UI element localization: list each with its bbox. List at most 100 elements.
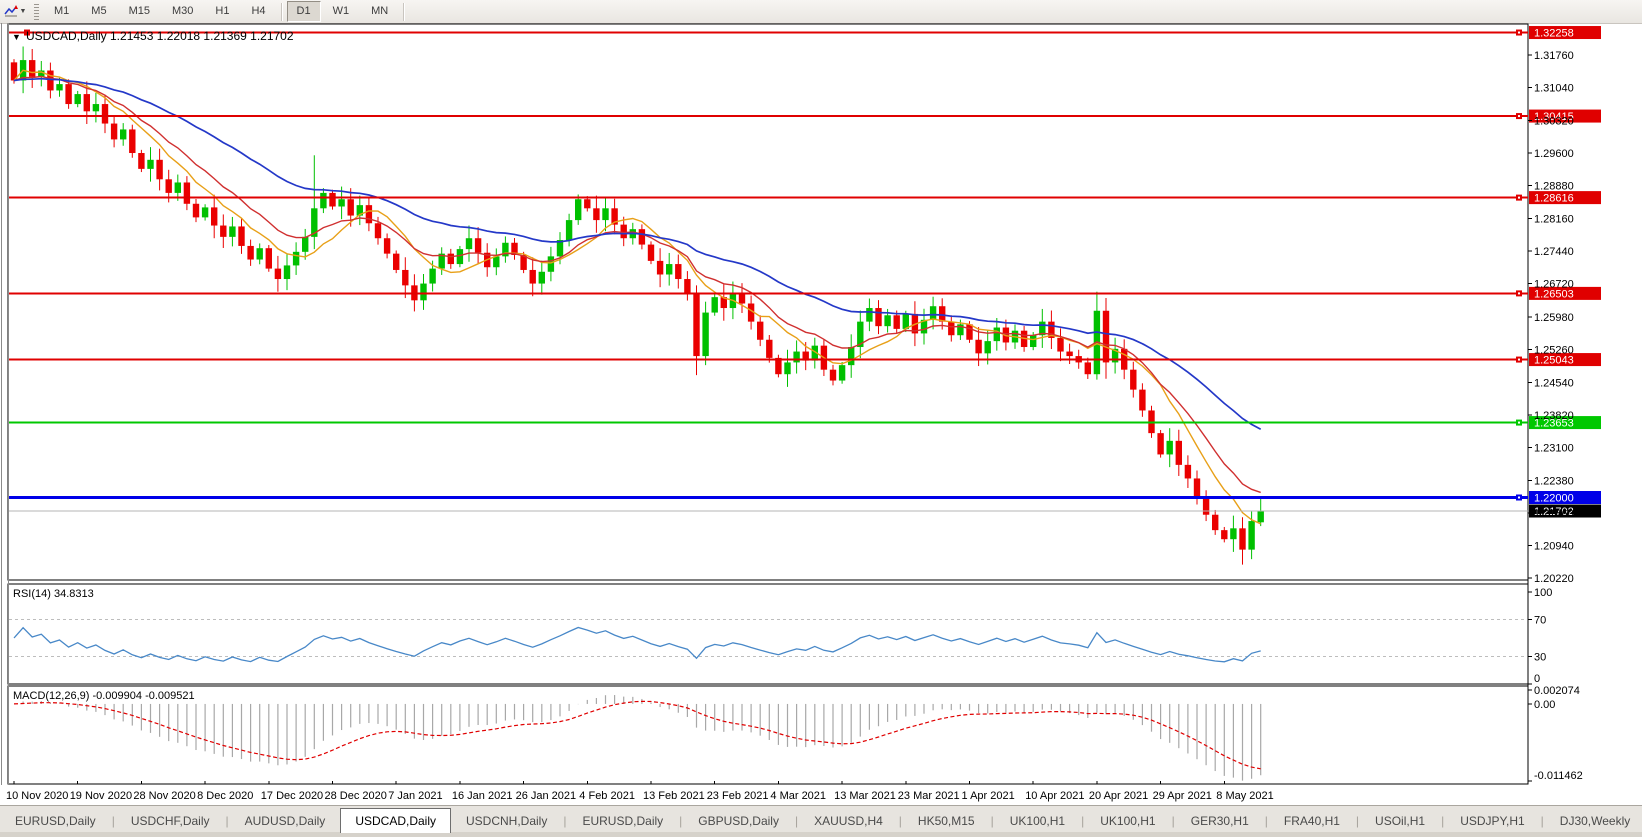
period-button-m30[interactable]: M30 bbox=[171, 5, 194, 17]
candle-body bbox=[948, 321, 955, 336]
chart-tab-gbpusd-daily[interactable]: GBPUSD,Daily bbox=[698, 814, 779, 828]
candle-body bbox=[138, 153, 145, 169]
period-button-m1[interactable]: M1 bbox=[54, 5, 70, 17]
period-button-mn[interactable]: MN bbox=[371, 5, 389, 17]
hline-price-label: 1.23653 bbox=[1534, 418, 1574, 430]
period-button-w1[interactable]: W1 bbox=[332, 5, 350, 17]
chart-tab-eurusd-daily[interactable]: EURUSD,Daily bbox=[582, 814, 664, 828]
candle-body bbox=[192, 203, 200, 218]
macd-axis-label: -0.011462 bbox=[1534, 770, 1583, 782]
chart-tab-dj30-weekly[interactable]: DJ30,Weekly bbox=[1559, 814, 1631, 828]
chart-tab-usdcnh-daily[interactable]: USDCNH,Daily bbox=[466, 814, 548, 828]
macd-panel-frame bbox=[7, 685, 1529, 785]
date-axis-label: 7 Jan 2021 bbox=[388, 790, 442, 802]
price-axis-tick-label: 1.29600 bbox=[1534, 148, 1574, 160]
current-price-label: 1.21702 bbox=[1534, 506, 1574, 518]
timeframe-toolbar: ▼ M1 M5 M15 M30 H1 H4 D1 W1 MN bbox=[0, 0, 1642, 24]
candle-body bbox=[957, 324, 964, 336]
price-chart[interactable]: 1.32258 1.30415 1.28616 1.26503 1.25043 1.236… bbox=[0, 23, 1642, 805]
candle-body bbox=[811, 345, 818, 361]
candle-body bbox=[1202, 496, 1210, 515]
toolbar-grip[interactable] bbox=[34, 3, 39, 20]
macd-indicator-label: MACD(12,26,9) -0.009904 -0.009521 bbox=[13, 690, 195, 702]
candle-body bbox=[256, 248, 263, 260]
candle-body bbox=[311, 208, 318, 237]
candle-body bbox=[838, 365, 846, 381]
candle-body bbox=[920, 319, 928, 334]
dropdown-caret-icon: ▼ bbox=[19, 8, 27, 15]
hline-marker-dot bbox=[1518, 421, 1520, 424]
candle-body bbox=[211, 207, 218, 226]
chart-tool-icon[interactable]: ▼ bbox=[0, 2, 30, 21]
candle-body bbox=[638, 229, 646, 245]
chart-tab-audusd-daily[interactable]: AUDUSD,Daily bbox=[244, 814, 326, 828]
period-button-h4[interactable]: H4 bbox=[251, 5, 266, 17]
chart-tab-ger30-h1[interactable]: GER30,H1 bbox=[1190, 814, 1249, 828]
date-axis-label: 28 Dec 2020 bbox=[325, 790, 387, 802]
period-button-m15[interactable]: M15 bbox=[128, 5, 150, 17]
candle-body bbox=[265, 248, 272, 269]
chart-tab-hk50-m15[interactable]: HK50,M15 bbox=[917, 814, 975, 828]
chart-title: USDCAD,Daily 1.21453 1.22018 1.21369 1.2… bbox=[26, 29, 294, 43]
candle-body bbox=[156, 159, 163, 180]
date-axis-label: 23 Feb 2021 bbox=[707, 790, 769, 802]
date-axis-label: 13 Feb 2021 bbox=[643, 790, 705, 802]
price-axis-tick-label: 1.23100 bbox=[1534, 443, 1574, 455]
candle-body bbox=[975, 339, 982, 354]
date-axis-label: 4 Mar 2021 bbox=[770, 790, 826, 802]
candle-body bbox=[556, 240, 564, 257]
chart-tab-usdcad-daily[interactable]: USDCAD,Daily bbox=[340, 808, 451, 833]
candle-body bbox=[502, 242, 509, 257]
price-axis-tick-label: 1.20940 bbox=[1534, 541, 1574, 553]
candle-body bbox=[347, 199, 354, 216]
tab-divider: | bbox=[563, 814, 567, 828]
chart-tab-xauusd-h4[interactable]: XAUUSD,H4 bbox=[814, 814, 883, 828]
candle-body bbox=[92, 104, 100, 112]
chart-tab-usdchf-daily[interactable]: USDCHF,Daily bbox=[130, 814, 210, 828]
candle-body bbox=[611, 208, 618, 225]
macd-signal-line bbox=[13, 700, 1261, 770]
candle-body bbox=[356, 205, 363, 216]
hline-price-label: 1.22000 bbox=[1534, 493, 1574, 505]
period-button-m5[interactable]: M5 bbox=[91, 5, 107, 17]
price-axis-tick-label: 1.25980 bbox=[1534, 312, 1574, 324]
candle-body bbox=[101, 104, 109, 124]
candle-body bbox=[1102, 310, 1110, 363]
candle-body bbox=[784, 362, 791, 375]
candle-body bbox=[247, 245, 254, 260]
chart-tab-usdjpy-h1[interactable]: USDJPY,H1 bbox=[1460, 814, 1525, 828]
candle-body bbox=[374, 223, 382, 239]
price-axis-tick-label: 1.31760 bbox=[1534, 50, 1574, 62]
candle-body bbox=[538, 271, 545, 284]
candle-body bbox=[929, 306, 937, 320]
hline-price-label: 1.28616 bbox=[1534, 193, 1574, 205]
hline-price-label: 1.32258 bbox=[1534, 28, 1574, 40]
period-button-d1[interactable]: D1 bbox=[286, 1, 321, 22]
candle-body bbox=[47, 70, 54, 91]
hline-left-marker[interactable] bbox=[24, 29, 30, 36]
candle-body bbox=[1175, 440, 1182, 465]
candle-body bbox=[702, 312, 709, 357]
price-label-box bbox=[1529, 491, 1601, 505]
chart-tab-usoil-h1[interactable]: USOil,H1 bbox=[1375, 814, 1426, 828]
candle-body bbox=[1084, 362, 1091, 375]
date-axis-label: 10 Nov 2020 bbox=[6, 790, 68, 802]
candle-body bbox=[438, 253, 445, 269]
status-strip bbox=[0, 832, 1642, 837]
tab-divider: | bbox=[679, 814, 683, 828]
toolbar-separator bbox=[280, 2, 282, 21]
tab-divider: | bbox=[990, 814, 994, 828]
chart-tab-uk100-h1[interactable]: UK100,H1 bbox=[1100, 814, 1156, 828]
candle-body bbox=[1221, 530, 1228, 540]
chart-tab-eurusd-daily[interactable]: EURUSD,Daily bbox=[15, 814, 96, 828]
chart-tab-uk100-h1[interactable]: UK100,H1 bbox=[1009, 814, 1066, 828]
candle-body bbox=[165, 179, 172, 193]
candle-body bbox=[174, 182, 181, 193]
chart-tab-fra40-h1[interactable]: FRA40,H1 bbox=[1283, 814, 1340, 828]
tab-divider: | bbox=[1081, 814, 1085, 828]
candle-body bbox=[1184, 464, 1192, 479]
price-axis-tick-label: 1.20220 bbox=[1534, 573, 1574, 585]
price-axis-tick-label: 1.31040 bbox=[1534, 83, 1574, 95]
period-button-h1[interactable]: H1 bbox=[215, 5, 230, 17]
